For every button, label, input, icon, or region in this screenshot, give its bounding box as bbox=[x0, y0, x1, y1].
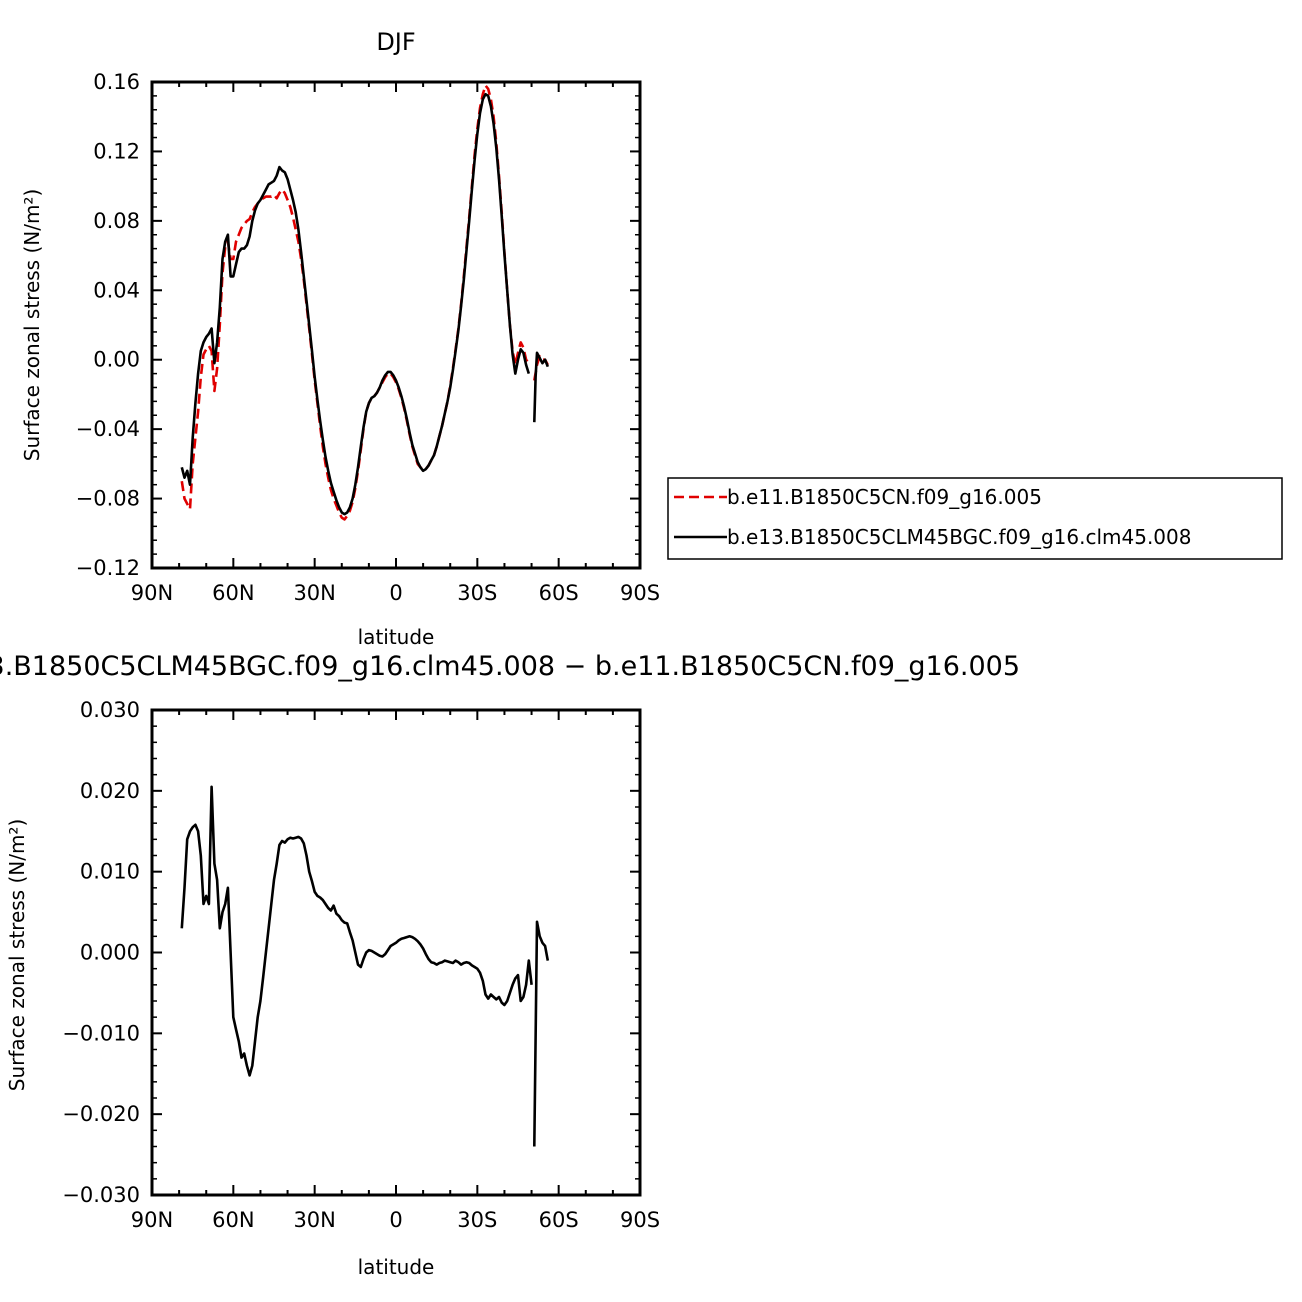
y-tick-label: 0.12 bbox=[93, 139, 140, 163]
series-line-1 bbox=[180, 785, 533, 1077]
x-tick-label: 60S bbox=[539, 581, 579, 605]
y-tick-label: −0.12 bbox=[76, 556, 140, 580]
x-tick-label: 30N bbox=[293, 1208, 335, 1232]
x-tick-label: 0 bbox=[389, 581, 402, 605]
panel-bottom-plot-frame bbox=[150, 708, 642, 1197]
x-tick-label: 60N bbox=[212, 1208, 254, 1232]
y-tick-label: 0.16 bbox=[93, 70, 140, 94]
panel-bottom-y-axis-label: Surface zonal stress (N/m²) bbox=[5, 819, 29, 1091]
series-line-2 bbox=[180, 92, 531, 516]
panel-bottom: b.e13.B1850C5CLM45BGC.f09_g16.clm45.008 … bbox=[0, 651, 1020, 1279]
x-tick-label: 90S bbox=[620, 1208, 660, 1232]
panel-bottom-series bbox=[180, 785, 550, 1147]
y-tick-label: −0.020 bbox=[62, 1102, 140, 1126]
panel-top: DJF Surface zonal stress (N/m²) latitude… bbox=[20, 28, 660, 649]
y-tick-label: 0.020 bbox=[80, 779, 140, 803]
x-tick-label: 90N bbox=[131, 1208, 173, 1232]
x-tick-label: 30N bbox=[293, 581, 335, 605]
legend-label-series-2: b.e13.B1850C5CLM45BGC.f09_g16.clm45.008 bbox=[727, 525, 1191, 549]
x-tick-label: 0 bbox=[389, 1208, 402, 1232]
legend-box bbox=[667, 477, 1283, 560]
panel-bottom-title: b.e13.B1850C5CLM45BGC.f09_g16.clm45.008 … bbox=[0, 651, 1020, 682]
x-tick-label: 90N bbox=[131, 581, 173, 605]
y-tick-label: 0.04 bbox=[93, 278, 140, 302]
panel-top-axes: 90N 60N 30N 0 30S 60S 90S 0.16 0.12 0.08 0.04 0.00 −… bbox=[76, 70, 660, 605]
y-tick-label: 0.010 bbox=[80, 860, 140, 884]
panel-top-plot-frame bbox=[150, 80, 642, 570]
x-tick-label: 30S bbox=[457, 1208, 497, 1232]
panel-bottom-x-axis-label: latitude bbox=[358, 1255, 435, 1279]
series-line-1 bbox=[533, 920, 550, 1147]
panel-top-x-axis-label: latitude bbox=[358, 625, 435, 649]
y-tick-label: 0.030 bbox=[80, 698, 140, 722]
panel-top-y-axis-label: Surface zonal stress (N/m²) bbox=[20, 189, 44, 461]
x-tick-label: 30S bbox=[457, 581, 497, 605]
x-tick-label: 90S bbox=[620, 581, 660, 605]
legend: b.e11.B1850C5CN.f09_g16.005 b.e13.B1850C… bbox=[667, 477, 1283, 560]
x-tick-label: 60S bbox=[539, 1208, 579, 1232]
y-tick-label: −0.04 bbox=[76, 417, 140, 441]
series-line-2 bbox=[533, 351, 550, 423]
y-tick-label: 0.00 bbox=[93, 348, 140, 372]
y-tick-label: −0.010 bbox=[62, 1021, 140, 1045]
panel-top-series bbox=[180, 84, 550, 521]
y-tick-label: 0.000 bbox=[80, 941, 140, 965]
y-tick-label: 0.08 bbox=[93, 209, 140, 233]
x-tick-label: 60N bbox=[212, 581, 254, 605]
panel-top-title: DJF bbox=[376, 28, 415, 56]
y-tick-label: −0.030 bbox=[62, 1183, 140, 1207]
y-tick-label: −0.08 bbox=[76, 487, 140, 511]
legend-label-series-1: b.e11.B1850C5CN.f09_g16.005 bbox=[727, 485, 1042, 509]
